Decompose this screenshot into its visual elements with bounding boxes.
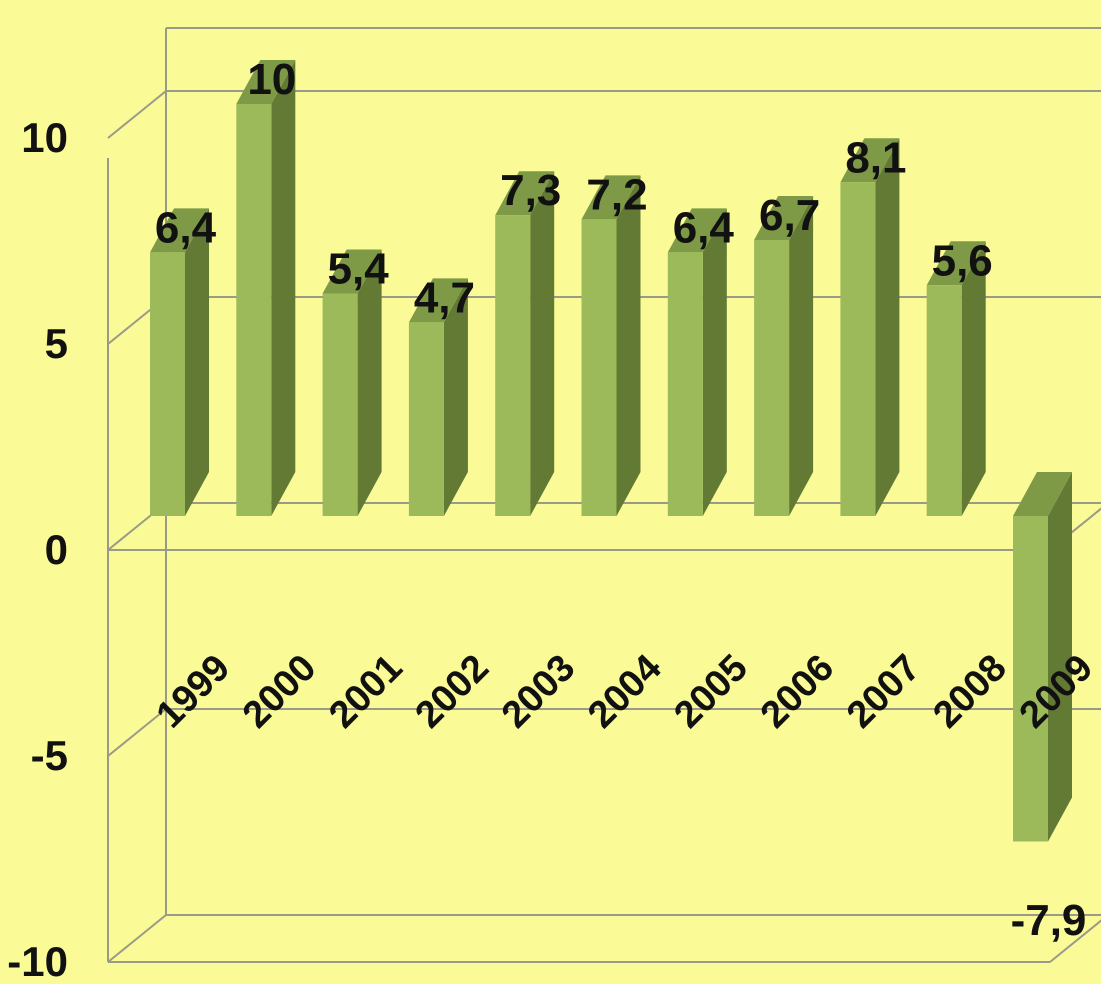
x-tick-label: 2000 <box>235 647 324 736</box>
bar-front <box>495 215 531 517</box>
data-label: 5,4 <box>328 245 390 294</box>
bar-side <box>961 241 986 516</box>
x-tick-label: 2001 <box>321 647 410 736</box>
bar-front <box>150 252 185 516</box>
x-axis-labels: 1999200020012002200320042005200620072008… <box>149 647 1101 736</box>
bar-top <box>150 208 209 253</box>
bar-front <box>840 182 876 516</box>
bar-side <box>530 171 555 517</box>
x-tick-label: 2008 <box>925 647 1014 736</box>
x-tick-label: 2006 <box>753 647 842 736</box>
bar-top <box>581 175 641 220</box>
bar-front <box>926 285 962 516</box>
bar-side <box>789 195 814 516</box>
bar-front <box>581 219 617 517</box>
y-tick-label: 10 <box>21 114 68 161</box>
data-label: 7,2 <box>586 170 647 219</box>
y-tick-label: -10 <box>7 938 68 984</box>
bar-front <box>322 293 358 516</box>
bar-front <box>754 239 790 516</box>
bar <box>581 175 641 517</box>
bar-front <box>667 252 703 516</box>
bar-top <box>236 60 296 104</box>
x-tick-label: 2005 <box>666 647 755 736</box>
bar-top <box>840 138 900 183</box>
bar-top <box>408 278 468 323</box>
bar <box>1013 472 1072 842</box>
bar <box>236 60 296 516</box>
y-tick-label: 5 <box>45 320 68 367</box>
bar-side <box>875 138 900 516</box>
data-label: 5,6 <box>932 236 993 285</box>
gridlines <box>107 27 1101 963</box>
y-axis-ticks: 10 5 0 -5 -10 <box>7 114 68 984</box>
bar-side <box>443 278 468 516</box>
bars <box>150 60 1072 842</box>
data-label: 6,7 <box>759 191 820 240</box>
bar-front <box>236 104 272 516</box>
x-tick-label: 2007 <box>839 647 928 736</box>
bar-side <box>702 208 727 516</box>
bar <box>150 208 209 516</box>
bar-top <box>754 195 814 240</box>
data-label: 8,1 <box>845 133 906 182</box>
data-label: 6,4 <box>155 203 217 252</box>
bar <box>495 171 555 517</box>
bar-side <box>616 175 641 517</box>
data-label: -7,9 <box>1011 896 1087 945</box>
bar <box>926 241 986 516</box>
bar-top <box>322 249 382 294</box>
bar-side <box>1048 472 1072 842</box>
bar-top <box>926 241 986 286</box>
x-tick-label: 2004 <box>580 647 669 736</box>
data-label: 6,4 <box>673 203 735 252</box>
data-label: 10 <box>247 55 296 104</box>
bar-top <box>495 171 555 216</box>
bar-side <box>357 249 382 516</box>
bar <box>667 208 727 516</box>
bar <box>754 195 814 516</box>
y-tick-label: 0 <box>45 526 68 573</box>
bar-side <box>271 60 296 516</box>
data-label: 4,7 <box>414 273 475 322</box>
bar-top <box>667 208 727 253</box>
x-tick-label: 2003 <box>494 647 583 736</box>
bar-front <box>408 322 444 516</box>
y-tick-label: -5 <box>31 732 68 779</box>
gridline <box>107 914 1101 963</box>
bar-front <box>1013 516 1048 842</box>
bar-side <box>185 208 209 516</box>
bar-top <box>1013 472 1072 516</box>
x-tick-label: 1999 <box>149 647 238 736</box>
bar <box>322 249 382 516</box>
x-tick-label: 2002 <box>408 647 497 736</box>
bar <box>408 278 468 516</box>
bar <box>840 138 900 516</box>
data-label: 7,3 <box>500 166 561 215</box>
data-labels: 6,4 10 5,4 4,7 7,3 7,2 6,4 6,7 8,1 5,6 -7,9 <box>155 55 1087 945</box>
